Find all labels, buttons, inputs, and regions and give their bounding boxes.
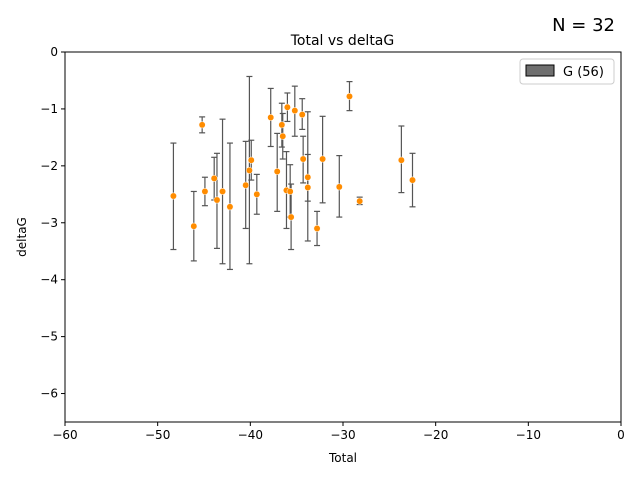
data-point [279,132,287,140]
data-point [201,188,209,195]
sample-count-label: N = 32 [552,15,615,36]
data-point [190,222,198,230]
data-point [169,192,177,200]
y-tick-label: −5 [40,330,58,344]
data-point [247,156,255,164]
data-point [291,107,299,115]
data-point [313,225,321,232]
data-point [226,203,234,211]
legend-swatch [525,64,555,77]
data-point [198,121,206,129]
data-point [346,92,353,100]
plot-frame [64,51,622,423]
data-point [304,184,312,191]
x-axis-label: Total [328,451,357,465]
y-tick-label: 0 [50,45,58,59]
plot-area [169,75,416,271]
legend: G (56) [519,58,615,85]
x-tick-label: −40 [238,428,263,442]
data-point [283,103,291,111]
data-point [242,181,250,189]
data-point [409,176,416,184]
data-point [219,188,226,195]
data-point [298,111,306,119]
y-axis: −6 −5 −4 −3 −2 −1 0 [40,45,65,401]
y-tick-label: −1 [40,102,58,116]
x-axis: −60 −50 −40 −30 −20 −10 0 [52,422,625,442]
x-tick-label: 0 [617,428,625,442]
data-point [356,197,364,205]
y-tick-label: −4 [40,273,58,287]
data-point [335,183,343,191]
data-point [304,173,312,181]
y-tick-label: −6 [40,387,58,401]
data-point [273,168,281,175]
y-tick-label: −3 [40,216,58,230]
legend-label: G (56) [563,65,604,80]
x-tick-label: −20 [423,428,448,442]
x-tick-label: −60 [52,428,77,442]
data-point [397,156,405,164]
y-tick-label: −2 [40,159,58,173]
data-point [253,190,261,198]
y-axis-label: deltaG [15,217,29,257]
data-point [267,114,275,121]
data-point [287,213,295,221]
data-point [245,166,253,174]
x-tick-label: −50 [145,428,170,442]
data-point [286,188,294,195]
x-tick-label: −30 [330,428,355,442]
data-point [278,121,286,129]
data-point [319,155,327,163]
data-point [213,196,221,204]
data-point [210,174,218,182]
x-tick-label: −10 [516,428,541,442]
data-point [299,155,307,163]
chart-title: Total vs deltaG [290,33,394,49]
